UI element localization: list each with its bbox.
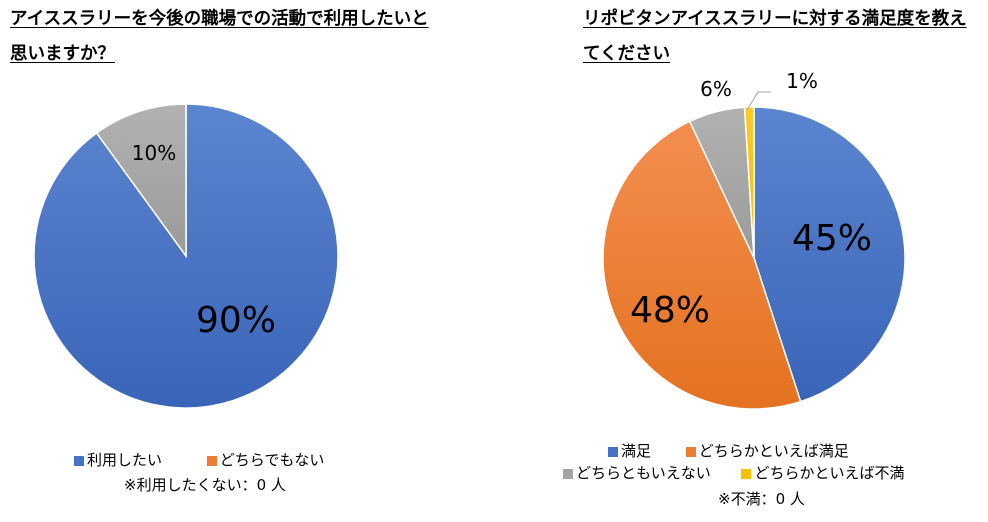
chart1-legend: 利用したい どちらでもない (74, 451, 324, 471)
chart2-legend-item: 満足 (608, 442, 651, 461)
chart1-title: アイススラリーを今後の職場での活動で利用したいと思いますか？ (10, 9, 429, 64)
chart2-legend-label: どちらかといえば不満 (754, 464, 905, 482)
chart2-legend-swatch (741, 468, 752, 479)
chart2-legend-row1: 満足 どちらかといえば満足 (608, 442, 849, 462)
chart2-legend-label: どちらかといえば満足 (698, 442, 849, 460)
chart2-pie: 45% 48% 6% 1% (602, 69, 906, 410)
chart1-legend-label: どちらでもない (219, 451, 325, 469)
chart2-data-label-3: 1% (786, 69, 818, 93)
chart1-data-label-0: 90% (196, 300, 276, 341)
chart2-legend-swatch (608, 446, 618, 457)
chart2-note: ※不満：0 人 (718, 490, 805, 508)
chart2-slice-0 (753, 106, 906, 403)
chart1-legend-swatch (206, 455, 217, 466)
chart2-data-label-1: 48% (630, 290, 710, 331)
chart1-data-label-1: 10% (132, 141, 176, 165)
chart1-slice-1 (95, 103, 187, 259)
chart2-legend-label: 満足 (621, 442, 652, 460)
chart2-legend-label: どちらともいえない (576, 464, 711, 482)
chart2-legend-item: どちらともいえない (563, 464, 711, 483)
chart1-legend-item: どちらでもない (206, 451, 325, 470)
chart2-legend-item: どちらかといえば不満 (741, 464, 905, 483)
chart2-legend-swatch (685, 446, 696, 457)
chart1-note: ※利用したくない：0 人 (124, 476, 286, 494)
chart2-legend-row2: どちらともいえない どちらかといえば不満 (563, 464, 905, 484)
chart2-legend-item: どちらかといえば満足 (685, 442, 849, 461)
chart2-data-label-0: 45% (792, 218, 872, 259)
chart1-legend-label: 利用したい (87, 451, 163, 469)
chart2-slice-1 (602, 120, 802, 410)
chart1-pie: 90% 10% (33, 103, 339, 409)
chart2-title: リポビタンアイススラリーに対する満足度を教えてください (583, 9, 967, 64)
chart1-legend-swatch (74, 455, 84, 466)
chart2-legend-swatch (563, 468, 573, 479)
chart1-legend-item: 利用したい (74, 451, 162, 470)
chart2-data-label-2: 6% (700, 77, 732, 101)
chart2-leader-line (746, 91, 771, 111)
